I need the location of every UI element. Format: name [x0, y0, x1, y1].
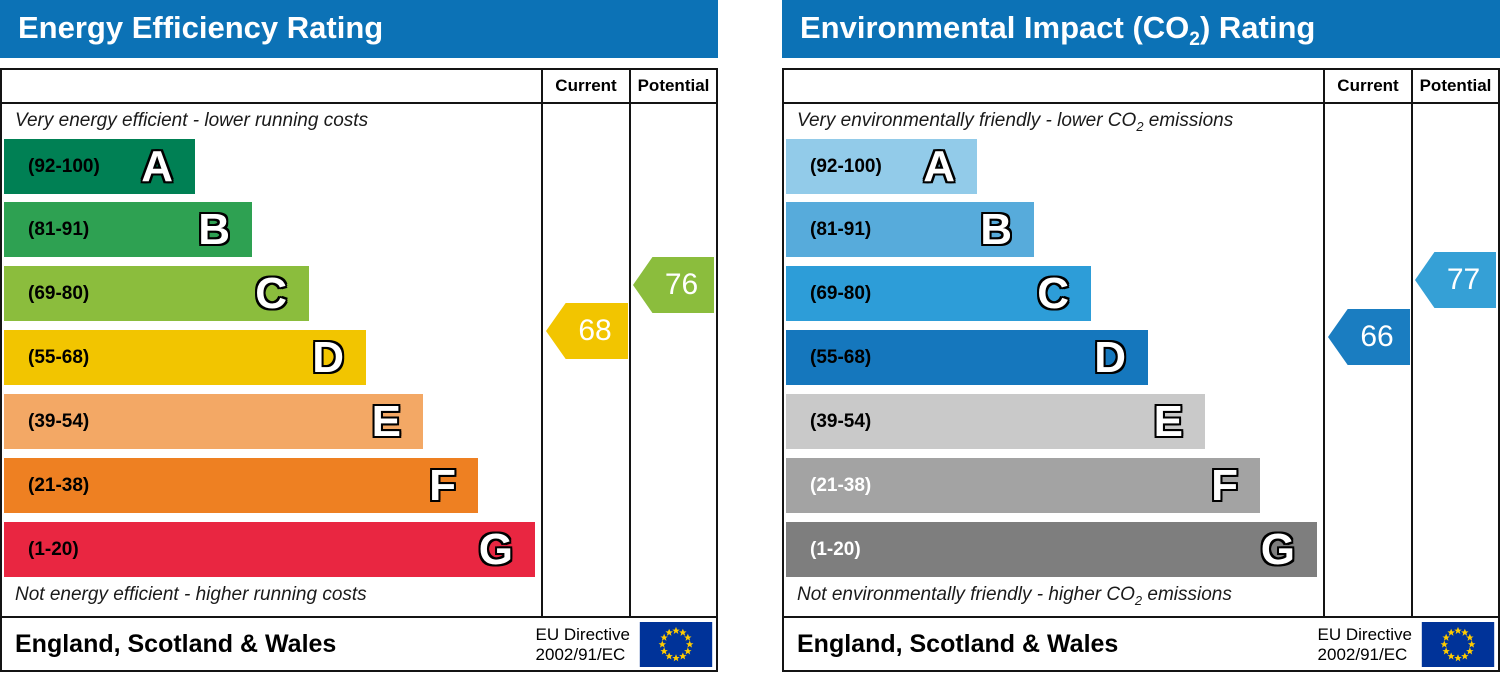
band-b: (81-91) B [4, 202, 252, 257]
footer-row: England, Scotland & Wales EU Directive 20… [2, 616, 716, 670]
eu-directive-label: EU Directive 2002/91/EC [1318, 625, 1412, 665]
band-d: (55-68) D [4, 330, 366, 385]
title-text: Environmental Impact (CO [800, 10, 1190, 45]
eu-flag-icon [639, 622, 713, 667]
band-g: (1-20) G [786, 522, 1317, 577]
current-column-divider [541, 70, 543, 616]
band-b-range: (81-91) [810, 218, 872, 240]
band-g: (1-20) G [4, 522, 535, 577]
band-c-letter: C [255, 268, 287, 318]
band-a-range: (92-100) [810, 155, 882, 177]
current-rating-arrow: 66 [1328, 309, 1410, 365]
eu-directive-line1: EU Directive [535, 625, 630, 644]
band-e-range: (39-54) [28, 410, 90, 432]
potential-column-header: Potential [637, 76, 710, 95]
band-d: (55-68) D [786, 330, 1148, 385]
energy-rating-table: Current Potential Very energy efficient … [0, 68, 718, 672]
environmental-impact-title: Environmental Impact (CO2) Rating [782, 0, 1500, 58]
band-d-range: (55-68) [810, 346, 872, 368]
potential-rating-value: 77 [1446, 263, 1481, 296]
title-text: Energy Efficiency Rating [18, 10, 384, 45]
energy-efficiency-panel: Energy Efficiency Rating Current Potenti… [0, 0, 718, 675]
band-b-range: (81-91) [28, 218, 90, 240]
band-g-letter: G [478, 524, 513, 574]
potential-rating-arrow: 77 [1415, 252, 1496, 308]
band-c: (69-80) C [786, 266, 1091, 321]
caption-bottom-text: Not energy efficient - higher running co… [15, 584, 367, 605]
current-rating-value: 68 [578, 314, 612, 347]
caption-bottom: Not environmentally friendly - higher CO… [797, 584, 1232, 608]
title-subscript: 2 [1189, 29, 1200, 51]
caption-top-subscript: 2 [1136, 118, 1144, 134]
band-b-letter: B [980, 204, 1012, 254]
environmental-impact-panel: Environmental Impact (CO2) Rating Curren… [782, 0, 1500, 675]
footer-row: England, Scotland & Wales EU Directive 20… [784, 616, 1498, 670]
current-rating-value: 66 [1360, 320, 1394, 353]
band-e: (39-54) E [786, 394, 1205, 449]
band-c-range: (69-80) [810, 282, 872, 304]
caption-top-text: Very energy efficient - lower running co… [15, 110, 369, 131]
eu-directive-line1: EU Directive [1317, 625, 1412, 644]
band-e: (39-54) E [4, 394, 423, 449]
band-d-letter: D [1094, 332, 1126, 382]
band-g-range: (1-20) [28, 538, 79, 560]
band-f-range: (21-38) [810, 474, 872, 496]
caption-top: Very energy efficient - lower running co… [15, 110, 368, 134]
energy-efficiency-title: Energy Efficiency Rating [0, 0, 718, 58]
eu-directive-line2: 2002/91/EC [535, 645, 626, 664]
potential-rating-arrow: 76 [633, 257, 714, 313]
potential-rating-value: 76 [664, 268, 699, 301]
band-f-letter: F [1211, 460, 1238, 510]
caption-bottom-text: Not environmentally friendly - higher CO [797, 584, 1135, 605]
band-d-range: (55-68) [28, 346, 90, 368]
band-a-letter: A [141, 141, 173, 191]
band-b: (81-91) B [786, 202, 1034, 257]
band-a-range: (92-100) [28, 155, 100, 177]
current-column-divider [1323, 70, 1325, 616]
band-a-letter: A [923, 141, 955, 191]
band-c-range: (69-80) [28, 282, 90, 304]
region-label: England, Scotland & Wales [797, 630, 1119, 658]
current-column-header: Current [555, 76, 617, 95]
band-a: (92-100) A [786, 139, 977, 194]
band-d-letter: D [312, 332, 344, 382]
band-g-letter: G [1260, 524, 1295, 574]
eu-flag-icon [1421, 622, 1495, 667]
eu-directive-label: EU Directive 2002/91/EC [536, 625, 630, 665]
band-e-range: (39-54) [810, 410, 872, 432]
co2-rating-table: Current Potential Very environmentally f… [782, 68, 1500, 672]
current-rating-arrow: 68 [546, 303, 628, 359]
band-f: (21-38) F [786, 458, 1260, 513]
band-c-letter: C [1037, 268, 1069, 318]
potential-column-divider [629, 70, 631, 616]
caption-top-text: Very environmentally friendly - lower CO [797, 110, 1137, 131]
band-c: (69-80) C [4, 266, 309, 321]
band-f: (21-38) F [4, 458, 478, 513]
caption-bottom-subscript: 2 [1134, 592, 1143, 608]
caption-top: Very environmentally friendly - lower CO… [797, 110, 1233, 134]
table-header-row: Current Potential [2, 70, 716, 104]
band-f-letter: F [429, 460, 456, 510]
potential-column-header: Potential [1419, 76, 1492, 95]
band-a: (92-100) A [4, 139, 195, 194]
band-b-letter: B [198, 204, 230, 254]
band-f-range: (21-38) [28, 474, 90, 496]
eu-directive-line2: 2002/91/EC [1317, 645, 1408, 664]
current-column-header: Current [1337, 76, 1399, 95]
title-text-post: ) Rating [1199, 10, 1316, 45]
caption-bottom-text-post: emissions [1142, 584, 1232, 605]
potential-column-divider [1411, 70, 1413, 616]
region-label: England, Scotland & Wales [15, 630, 337, 658]
band-e-letter: E [1153, 396, 1183, 446]
caption-top-text-post: emissions [1143, 110, 1234, 131]
table-header-row: Current Potential [784, 70, 1498, 104]
caption-bottom: Not energy efficient - higher running co… [15, 584, 367, 608]
band-g-range: (1-20) [810, 538, 861, 560]
band-e-letter: E [371, 396, 401, 446]
